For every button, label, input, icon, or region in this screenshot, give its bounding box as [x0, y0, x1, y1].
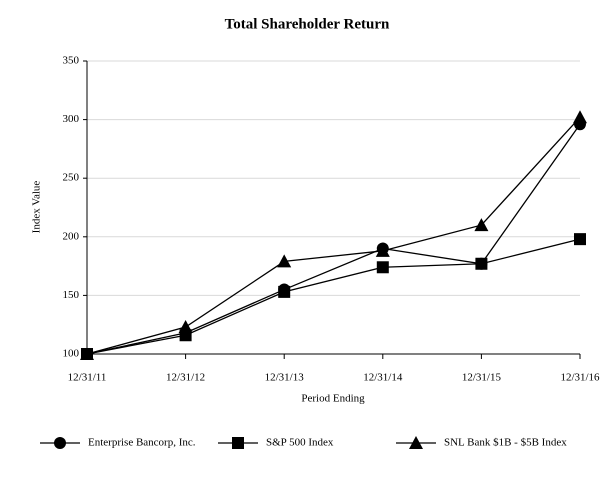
legend-marker [232, 437, 244, 449]
point-marker [278, 285, 291, 298]
point-marker [573, 110, 587, 124]
series-line [86, 238, 581, 355]
legend-label: SNL Bank $1B - $5B Index [444, 437, 567, 449]
x-tick-label: 12/31/12 [166, 372, 205, 384]
chart-title: Total Shareholder Return [225, 16, 390, 32]
point-marker [574, 233, 586, 246]
y-tick-label: 150 [63, 289, 80, 301]
x-tick-label: 12/31/16 [560, 372, 600, 384]
point-marker [178, 320, 193, 334]
legend-label: S&P 500 Index [266, 437, 334, 449]
legend-label: Enterprise Bancorp, Inc. [88, 437, 196, 449]
y-tick-label: 300 [63, 113, 80, 125]
legend-marker [54, 437, 66, 449]
legend-marker [409, 436, 423, 449]
point-marker [80, 347, 94, 360]
point-marker [376, 261, 389, 274]
x-tick-label: 12/31/13 [265, 372, 305, 384]
y-tick-label: 350 [63, 55, 80, 67]
y-tick-label: 100 [63, 348, 80, 360]
point-marker [277, 254, 292, 268]
x-tick-label: 12/31/14 [363, 372, 403, 384]
point-marker [475, 257, 488, 270]
point-marker [474, 218, 489, 232]
y-tick-label: 200 [63, 230, 80, 242]
point-marker [375, 243, 390, 257]
series-line [86, 116, 581, 355]
y-axis-label: Index Value [31, 181, 43, 234]
series-line [86, 123, 581, 355]
x-tick-label: 12/31/11 [68, 372, 107, 384]
x-axis-label: Period Ending [301, 393, 365, 405]
y-tick-label: 250 [63, 172, 80, 184]
x-tick-label: 12/31/15 [462, 372, 502, 384]
